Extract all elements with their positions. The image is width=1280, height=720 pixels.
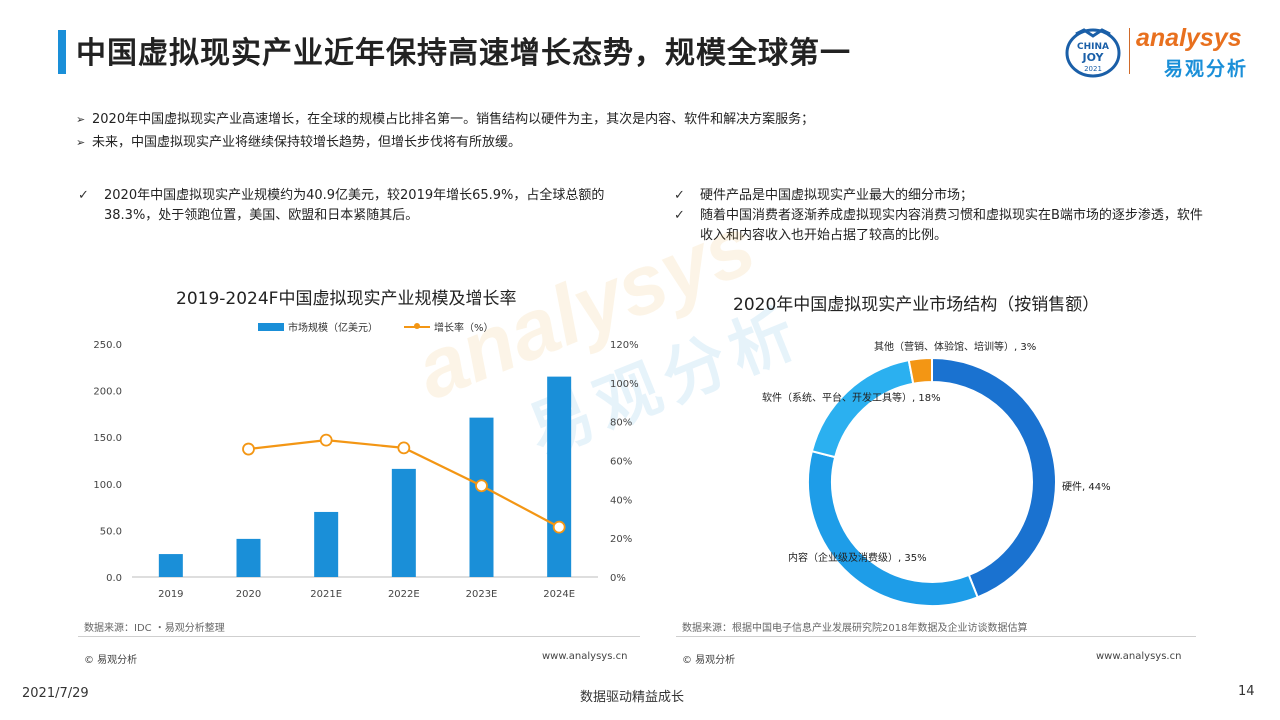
bar-line-chart: 0.0 50.0 100.0 150.0 200.0 250.0 0% 20% 40% 60% 80… bbox=[93, 340, 639, 600]
analysys-logo: analysys 易观分析 bbox=[1136, 24, 1266, 82]
check-item: ✓ 硬件产品是中国虚拟现实产业最大的细分市场； bbox=[674, 186, 1204, 206]
bar-2021E bbox=[314, 511, 339, 577]
legend-swatch-line bbox=[404, 322, 430, 329]
check-item: ✓ 2020年中国虚拟现实产业规模约为40.9亿美元，较2019年增长65.9%，… bbox=[78, 186, 638, 226]
bar-2019 bbox=[158, 554, 183, 577]
bar-2024E bbox=[547, 376, 572, 577]
checkmark-icon: ✓ bbox=[674, 188, 685, 203]
right-checklist: ✓ 硬件产品是中国虚拟现实产业最大的细分市场； ✓ 随着中国消费者逐渐养成虚拟现实内… bbox=[674, 186, 1204, 246]
growth-point-2021E bbox=[319, 433, 333, 447]
check-item: ✓ 随着中国消费者逐渐养成虚拟现实内容消费习惯和虚拟现实在B端市场的逐步渗透，软件… bbox=[674, 206, 1204, 246]
y-tick-label: 200.0 bbox=[93, 387, 122, 398]
y2-tick-label: 20% bbox=[610, 534, 632, 545]
legend-label-line: 增长率（%） bbox=[434, 323, 494, 334]
y-tick-label: 150.0 bbox=[93, 433, 122, 444]
donut-slice-1 bbox=[807, 449, 979, 607]
legend-swatch-bar bbox=[258, 322, 284, 331]
summary-bullet-text: 未来，中国虚拟现实产业将继续保持较增长趋势，但增长步伐将有所放缓。 bbox=[92, 135, 522, 150]
bar-2022E bbox=[391, 468, 416, 577]
x-tick-label: 2024E bbox=[543, 589, 575, 600]
analysys-logo-cn: 易观分析 bbox=[1164, 58, 1249, 80]
summary-bullet: ➢ 未来，中国虚拟现实产业将继续保持较增长趋势，但增长步伐将有所放缓。 bbox=[76, 131, 814, 154]
legend-item-bar: 市场规模（亿美元） bbox=[258, 319, 378, 334]
x-tick-label: 2019 bbox=[158, 589, 183, 600]
donut-chart-source: 数据来源：根据中国电子信息产业发展研究院2018年数据及企业访谈数据估算 bbox=[682, 623, 1028, 634]
y-tick-label: 0.0 bbox=[106, 573, 122, 584]
donut-slice-0 bbox=[931, 356, 1057, 599]
bar-2020 bbox=[236, 538, 261, 577]
checkmark-icon: ✓ bbox=[674, 208, 685, 223]
growth-point-2022E bbox=[397, 441, 411, 455]
donut-chart-title: 2020年中国虚拟现实产业市场结构（按销售额） bbox=[733, 295, 1100, 315]
left-panel-website: www.analysys.cn bbox=[542, 651, 628, 662]
left-panel-rule bbox=[78, 636, 640, 637]
china-joy-mid-text: JOY bbox=[1081, 51, 1104, 64]
china-joy-year-text: 2021 bbox=[1084, 65, 1102, 73]
donut-slice-label: 其他（营销、体验馆、培训等）, 3% bbox=[874, 340, 1036, 353]
left-panel-copyright: © 易观分析 bbox=[84, 655, 138, 666]
summary-bullet: ➢ 2020年中国虚拟现实产业高速增长，在全球的规模占比排名第一。销售结构以硬件为… bbox=[76, 108, 814, 131]
bar-chart-source: 数据来源：IDC ・易观分析整理 bbox=[84, 623, 225, 634]
donut-slice-label: 软件（系统、平台、开发工具等）, 18% bbox=[762, 391, 941, 404]
x-tick-label: 2020 bbox=[236, 589, 261, 600]
bullet-arrow-icon: ➢ bbox=[76, 113, 86, 126]
growth-point-2024E bbox=[552, 520, 566, 534]
logo-divider bbox=[1129, 28, 1130, 74]
donut-slice-label: 内容（企业级及消费级）, 35% bbox=[788, 551, 927, 564]
y-tick-label: 50.0 bbox=[100, 526, 122, 537]
check-item-text: 2020年中国虚拟现实产业规模约为40.9亿美元，较2019年增长65.9%，占… bbox=[104, 188, 605, 223]
bar-chart-title: 2019-2024F中国虚拟现实产业规模及增长率 bbox=[176, 289, 517, 309]
donut-chart: 硬件, 44% 内容（企业级及消费级）, 35% 软件（系统、平台、开发工具等）, … bbox=[762, 340, 1111, 607]
bar-chart-legend: 市场规模（亿美元） 增长率（%） bbox=[258, 319, 520, 334]
summary-bullet-text: 2020年中国虚拟现实产业高速增长，在全球的规模占比排名第一。销售结构以硬件为主… bbox=[92, 112, 815, 127]
y-tick-label: 250.0 bbox=[93, 340, 122, 351]
legend-item-line: 增长率（%） bbox=[404, 319, 494, 334]
checkmark-icon: ✓ bbox=[78, 188, 89, 203]
title-accent-bar bbox=[58, 30, 66, 74]
donut-slice-label: 硬件, 44% bbox=[1062, 481, 1111, 493]
y-tick-label: 100.0 bbox=[93, 480, 122, 491]
y2-tick-label: 80% bbox=[610, 418, 632, 429]
right-panel-copyright: © 易观分析 bbox=[682, 655, 736, 666]
right-panel-rule bbox=[676, 636, 1196, 637]
bullet-arrow-icon: ➢ bbox=[76, 136, 86, 149]
y2-tick-label: 60% bbox=[610, 457, 632, 468]
bar-2023E bbox=[469, 417, 494, 577]
x-tick-label: 2023E bbox=[466, 589, 498, 600]
check-item-text: 随着中国消费者逐渐养成虚拟现实内容消费习惯和虚拟现实在B端市场的逐步渗透，软件收… bbox=[700, 208, 1203, 243]
footer-date: 2021/7/29 bbox=[22, 686, 89, 701]
footer-slogan: 数据驱动精益成长 bbox=[580, 690, 685, 705]
x-tick-label: 2022E bbox=[388, 589, 420, 600]
donut-slice-2 bbox=[810, 359, 915, 459]
page-title: 中国虚拟现实产业近年保持高速增长态势，规模全球第一 bbox=[76, 36, 851, 71]
growth-point-2020 bbox=[242, 442, 255, 456]
left-checklist: ✓ 2020年中国虚拟现实产业规模约为40.9亿美元，较2019年增长65.9%，… bbox=[78, 186, 638, 226]
right-panel-website: www.analysys.cn bbox=[1096, 651, 1182, 662]
y2-tick-label: 40% bbox=[610, 495, 632, 506]
china-joy-top-text: CHINA bbox=[1077, 42, 1109, 52]
y2-tick-label: 120% bbox=[610, 340, 639, 351]
page-number: 14 bbox=[1238, 684, 1255, 699]
check-item-text: 硬件产品是中国虚拟现实产业最大的细分市场； bbox=[700, 188, 974, 203]
china-joy-logo: CHINA JOY 2021 bbox=[1065, 28, 1121, 78]
growth-point-2023E bbox=[475, 479, 488, 493]
analysys-logo-brand: analysys bbox=[1136, 24, 1242, 52]
summary-bullets: ➢ 2020年中国虚拟现实产业高速增长，在全球的规模占比排名第一。销售结构以硬件为… bbox=[76, 108, 814, 154]
x-tick-label: 2021E bbox=[310, 589, 342, 600]
y2-tick-label: 100% bbox=[610, 379, 639, 390]
legend-label-bar: 市场规模（亿美元） bbox=[288, 323, 378, 334]
donut-slice-3 bbox=[907, 356, 933, 385]
y2-tick-label: 0% bbox=[610, 573, 626, 584]
